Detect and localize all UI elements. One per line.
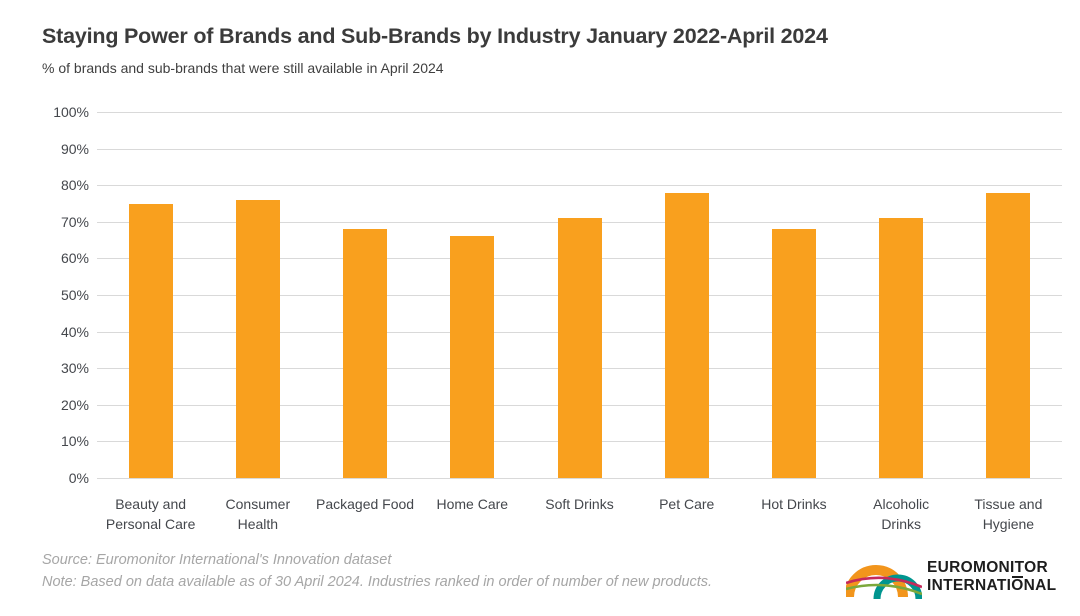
source-text: Source: Euromonitor International's Inno… xyxy=(42,552,392,568)
y-axis-label-70%: 70% xyxy=(60,213,89,230)
logo-line1: EUROMONITOR xyxy=(927,559,1048,576)
x-axis-label-beauty-and-personal-care: Beauty and Personal Care xyxy=(105,496,196,533)
x-axis-label-hot-drinks: Hot Drinks xyxy=(761,496,827,512)
bar-packaged-food xyxy=(343,229,388,478)
y-axis-label-60%: 60% xyxy=(60,250,89,267)
x-axis-label-consumer-health: Consumer Health xyxy=(225,496,291,533)
bar-soft-drinks xyxy=(557,218,602,478)
logo-line2: INTERNATIONAL xyxy=(927,577,1057,594)
note-text: Note: Based on data available as of 30 A… xyxy=(42,574,713,590)
logo-arcs-icon xyxy=(846,565,922,600)
euromonitor-logo: EUROMONITOR INTERNATIONAL xyxy=(846,550,1056,604)
y-axis-label-10%: 10% xyxy=(60,433,89,450)
x-axis-label-packaged-food: Packaged Food xyxy=(316,496,415,512)
chart-title: Staying Power of Brands and Sub-Brands b… xyxy=(42,24,828,48)
x-axis-label-pet-care: Pet Care xyxy=(659,496,715,512)
bar-beauty-and-personal-care xyxy=(128,203,173,478)
bar-home-care xyxy=(450,236,495,478)
x-axis-label-home-care: Home Care xyxy=(436,496,509,512)
y-axis-label-30%: 30% xyxy=(60,360,89,377)
plot-area xyxy=(97,112,1062,479)
bar-pet-care xyxy=(664,192,709,478)
chart-subtitle: % of brands and sub-brands that were sti… xyxy=(42,60,444,76)
bar-tissue-and-hygiene xyxy=(986,192,1031,478)
x-axis-label-soft-drinks: Soft Drinks xyxy=(545,496,614,512)
gridline-80% xyxy=(97,185,1062,187)
bar-hot-drinks xyxy=(771,229,816,478)
x-axis-label-tissue-and-hygiene: Tissue and Hygiene xyxy=(974,496,1043,533)
y-axis-label-90%: 90% xyxy=(60,140,89,157)
x-axis-label-alcoholic-drinks: Alcoholic Drinks xyxy=(873,496,930,533)
y-axis-label-100%: 100% xyxy=(53,104,89,120)
gridline-100% xyxy=(97,112,1062,113)
y-axis-label-20%: 20% xyxy=(60,396,89,413)
logo-wordmark: EUROMONITOR INTERNATIONAL xyxy=(927,559,1056,595)
bar-consumer-health xyxy=(235,199,280,478)
y-axis-label-0%: 0% xyxy=(68,470,89,486)
y-axis-label-50%: 50% xyxy=(60,287,89,303)
bar-alcoholic-drinks xyxy=(879,218,924,478)
gridline-90% xyxy=(97,148,1062,150)
gridline-0% xyxy=(97,478,1062,479)
y-axis-label-40%: 40% xyxy=(60,323,89,340)
y-axis-label-80%: 80% xyxy=(60,177,89,194)
